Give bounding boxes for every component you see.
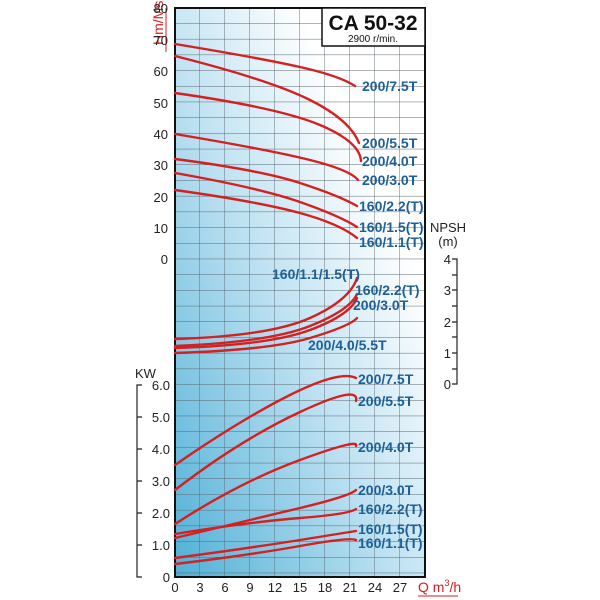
speed-subtitle: 2900 r/min. xyxy=(348,34,398,45)
npsh-ticks: 4 3 2 1 0 xyxy=(444,252,451,392)
svg-text:2.0: 2.0 xyxy=(152,506,170,521)
q-axis-title: Q m3/h xyxy=(418,578,461,597)
svg-text:160/1.1/1.5(T): 160/1.1/1.5(T) xyxy=(272,266,360,282)
svg-text:50: 50 xyxy=(154,96,168,111)
power-curve-160-2.2T xyxy=(173,507,358,536)
head-curve-160-2.2T xyxy=(173,157,359,208)
svg-text:200/3.0T: 200/3.0T xyxy=(358,482,414,498)
svg-text:9: 9 xyxy=(246,580,253,595)
svg-text:24: 24 xyxy=(368,580,382,595)
svg-text:0: 0 xyxy=(171,580,178,595)
svg-text:60: 60 xyxy=(154,64,168,79)
svg-text:27: 27 xyxy=(393,580,407,595)
power-labels: 200/7.5T 200/5.5T 200/4.0T 200/3.0T 160/… xyxy=(358,371,423,551)
head-labels: 200/7.5T 200/5.5T 200/4.0T 200/3.0T 160/… xyxy=(359,78,424,250)
svg-text:3: 3 xyxy=(196,580,203,595)
svg-text:200/5.5T: 200/5.5T xyxy=(362,135,418,151)
plot-grid xyxy=(175,8,425,577)
npsh-axis-unit: (m) xyxy=(438,234,458,249)
svg-text:160/1.5(T): 160/1.5(T) xyxy=(358,521,423,537)
kw-ticks: 6.0 5.0 4.0 3.0 2.0 1.0 0 xyxy=(152,378,170,585)
kw-axis-title: KW xyxy=(135,366,157,381)
svg-text:80: 80 xyxy=(154,1,168,16)
svg-text:Q m3/h: Q m3/h xyxy=(418,578,461,595)
npsh-curves xyxy=(173,276,359,355)
npsh-axis-bracket xyxy=(452,258,458,385)
kw-axis-bracket xyxy=(136,384,142,578)
npsh-curve-200-4.0-5.5T xyxy=(173,316,359,355)
svg-text:3.0: 3.0 xyxy=(152,474,170,489)
svg-text:200/7.5T: 200/7.5T xyxy=(358,371,414,387)
svg-text:15: 15 xyxy=(293,580,307,595)
power-curve-200-4.0T xyxy=(173,442,358,526)
svg-text:200/3.0T: 200/3.0T xyxy=(362,172,418,188)
svg-text:0: 0 xyxy=(161,252,168,267)
svg-text:160/2.2(T): 160/2.2(T) xyxy=(358,501,423,517)
svg-text:30: 30 xyxy=(154,158,168,173)
svg-text:18: 18 xyxy=(318,580,332,595)
q-ticks: 0 3 6 9 12 15 18 21 24 27 xyxy=(171,580,407,595)
npsh-labels: 160/1.1/1.5(T) 160/2.2(T) 200/3.0T 200/4… xyxy=(272,266,420,353)
head-curve-200-3.0T xyxy=(173,132,360,182)
power-curve-200-7.5T xyxy=(173,374,358,467)
svg-text:4.0: 4.0 xyxy=(152,442,170,457)
svg-text:0: 0 xyxy=(444,377,451,392)
svg-text:160/1.1(T): 160/1.1(T) xyxy=(359,234,424,250)
head-curve-160-1.5T xyxy=(173,171,359,229)
head-ticks: 80 70 60 50 40 30 20 10 0 xyxy=(154,1,168,267)
svg-text:160/1.5(T): 160/1.5(T) xyxy=(359,219,424,235)
plot-frame xyxy=(174,7,426,578)
power-curve-200-5.5T xyxy=(173,393,358,492)
head-curve-160-1.1T xyxy=(173,188,359,240)
svg-text:0: 0 xyxy=(163,570,170,585)
power-curves xyxy=(173,374,358,566)
head-axis-title: Hm/Mss xyxy=(150,0,166,45)
title-box: CA 50-32 2900 r/min. xyxy=(321,7,426,47)
head-curve-200-7.5T xyxy=(173,42,357,88)
svg-text:4: 4 xyxy=(444,252,451,267)
npsh-curve-200-3.0T xyxy=(173,296,359,350)
head-curve-200-4.0T xyxy=(173,91,363,163)
npsh-curve-160-2.2T xyxy=(173,292,359,348)
svg-text:6.0: 6.0 xyxy=(152,378,170,393)
svg-text:200/4.0T: 200/4.0T xyxy=(362,153,418,169)
svg-text:40: 40 xyxy=(154,127,168,142)
svg-text:20: 20 xyxy=(154,190,168,205)
head-curves xyxy=(173,42,363,240)
svg-text:200/7.5T: 200/7.5T xyxy=(362,78,418,94)
svg-text:1.0: 1.0 xyxy=(152,538,170,553)
svg-text:2: 2 xyxy=(444,315,451,330)
svg-text:3: 3 xyxy=(444,283,451,298)
svg-text:5.0: 5.0 xyxy=(152,410,170,425)
head-curve-200-5.5T xyxy=(173,54,361,145)
svg-text:200/4.0/5.5T: 200/4.0/5.5T xyxy=(308,337,387,353)
npsh-axis-title: NPSH xyxy=(430,220,466,235)
power-curve-160-1.1T xyxy=(173,538,358,566)
svg-text:200/5.5T: 200/5.5T xyxy=(358,393,414,409)
svg-text:200/4.0T: 200/4.0T xyxy=(358,439,414,455)
svg-text:1: 1 xyxy=(444,346,451,361)
svg-text:160/1.1(T): 160/1.1(T) xyxy=(358,535,423,551)
svg-text:160/2.2(T): 160/2.2(T) xyxy=(359,198,424,214)
svg-text:6: 6 xyxy=(221,580,228,595)
power-curve-160-1.5T xyxy=(173,529,358,560)
svg-text:70: 70 xyxy=(154,33,168,48)
svg-text:160/2.2(T): 160/2.2(T) xyxy=(355,282,420,298)
svg-text:10: 10 xyxy=(154,221,168,236)
svg-text:21: 21 xyxy=(343,580,357,595)
npsh-curve-160-1.1-1.5T xyxy=(173,276,359,341)
svg-text:200/3.0T: 200/3.0T xyxy=(353,297,409,313)
model-title: CA 50-32 xyxy=(328,12,417,35)
svg-text:12: 12 xyxy=(268,580,282,595)
